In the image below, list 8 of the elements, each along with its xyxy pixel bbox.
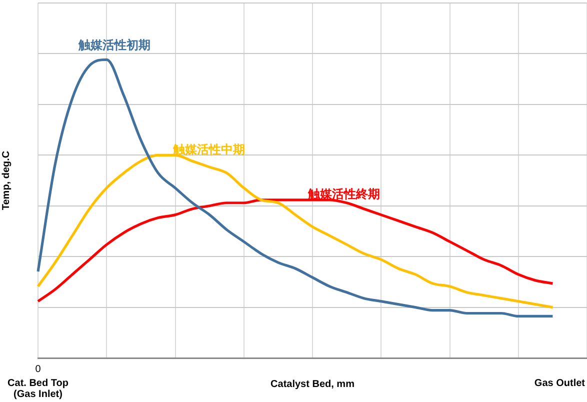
x-axis-title: Catalyst Bed, mm (270, 378, 355, 390)
text: 0 (35, 364, 42, 375)
series-label: 触媒活性中期 (172, 142, 246, 156)
text: Gas Outlet (534, 378, 586, 389)
series-label: 触媒活性初期 (78, 38, 151, 52)
text: Cat. Bed Top (Gas Inlet) (8, 378, 68, 400)
series-label: 触媒活性終期 (307, 187, 380, 202)
y-axis-title: Temp, deg.C (0, 150, 12, 210)
